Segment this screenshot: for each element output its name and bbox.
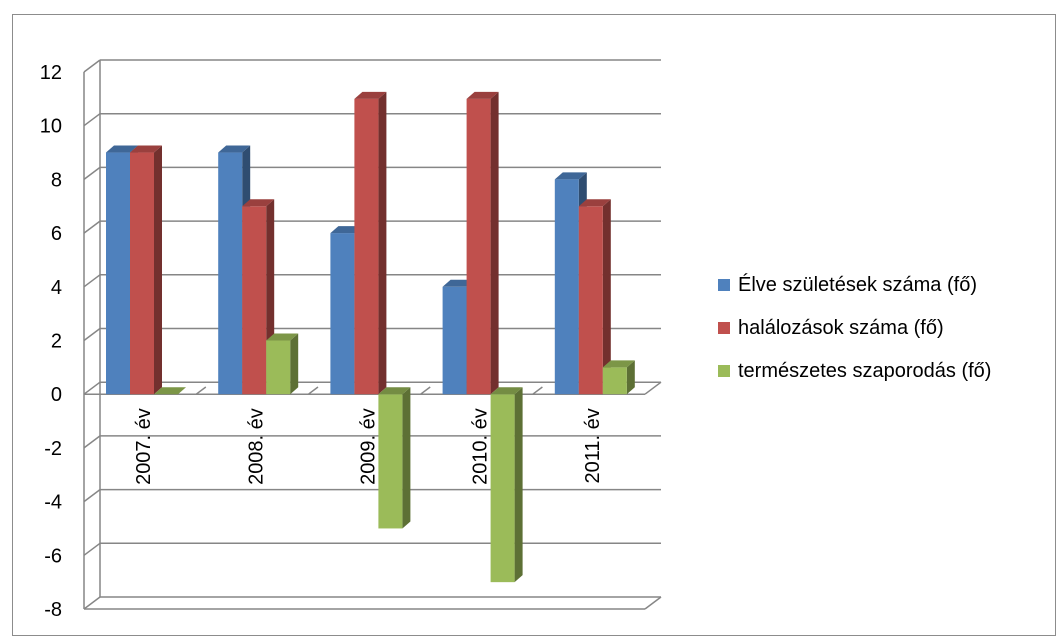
bar-side	[378, 91, 387, 395]
y-tick-label: 12	[40, 62, 62, 84]
bar	[578, 199, 611, 395]
bar	[602, 360, 635, 395]
gridline-depth	[83, 59, 101, 73]
gridline-depth	[83, 381, 101, 395]
legend-entry: halálozások száma (fő)	[718, 317, 944, 339]
x-tick-label: 2010. év	[470, 408, 492, 485]
bar-side	[154, 145, 162, 395]
gridline-depth	[83, 596, 101, 610]
gridline-depth	[83, 113, 101, 127]
bars	[106, 91, 635, 583]
bar-top	[106, 145, 138, 153]
bar-front	[330, 233, 355, 395]
legend-entry: Élve születések száma (fő)	[718, 273, 977, 296]
bar-top	[378, 387, 411, 395]
bar-top	[554, 172, 587, 180]
y-tick-label: 2	[51, 331, 62, 353]
category-separator	[420, 386, 431, 395]
y-tick-label: -6	[44, 545, 62, 567]
y-tick-label: -8	[44, 599, 62, 621]
bar-front	[378, 394, 403, 529]
y-tick-label: 0	[51, 384, 62, 406]
x-tick-label: 2008. év	[245, 408, 267, 485]
y-tick-label: 4	[51, 277, 62, 299]
bar-top	[466, 91, 499, 99]
category-separator	[195, 386, 207, 395]
chart-frame	[12, 14, 1056, 636]
bar-side	[626, 360, 635, 395]
y-tick-label: 6	[51, 223, 62, 245]
y-tick-label: 10	[40, 116, 62, 138]
legend-label: halálozások száma (fő)	[738, 317, 944, 339]
bar	[130, 145, 162, 395]
bar-front	[218, 152, 243, 395]
bar	[378, 387, 411, 529]
bar-side	[602, 199, 611, 395]
x-tick-label: 2007. év	[133, 408, 155, 485]
bar-front	[466, 98, 491, 395]
bar-side	[290, 333, 299, 395]
legend: Élve születések száma (fő) halálozások sz…	[718, 273, 991, 382]
legend-label: természetes szaporodás (fő)	[738, 360, 991, 382]
category-separator	[307, 386, 319, 395]
gridline-depth	[83, 327, 101, 342]
bar	[266, 333, 299, 395]
bar-front	[442, 286, 467, 395]
legend-entry: természetes szaporodás (fő)	[718, 360, 991, 382]
gridline-depth	[83, 274, 101, 288]
bar-top	[578, 199, 611, 207]
x-axis-depth-edge	[644, 381, 662, 395]
bar-front	[354, 98, 379, 395]
x-axis-category-labels: 2007. év 2008. év 2009. év 2010. év 2011. év	[133, 408, 604, 485]
bar-top	[602, 360, 635, 368]
bar-top	[490, 387, 523, 395]
gridline-depth	[83, 489, 101, 503]
bar-front	[578, 206, 603, 395]
y-tick-label: 8	[51, 169, 62, 191]
legend-swatch	[718, 365, 730, 377]
bar-front	[602, 367, 627, 395]
bar	[466, 91, 499, 395]
bar-front	[106, 152, 130, 395]
bar-top	[266, 333, 299, 341]
bar	[154, 387, 186, 395]
legend-label: Élve születések száma (fő)	[738, 273, 977, 296]
y-tick-label: -2	[44, 438, 62, 460]
bar-front	[554, 179, 579, 395]
legend-swatch	[718, 322, 730, 334]
bar-front	[130, 152, 154, 395]
bar-front	[490, 394, 515, 583]
bar-front	[242, 206, 267, 395]
x-tick-label: 2011. év	[582, 408, 604, 483]
category-separator	[532, 386, 543, 395]
bar-front	[266, 340, 291, 395]
bar	[490, 387, 523, 583]
bar-top	[218, 145, 251, 153]
bar-top	[154, 387, 186, 395]
bar-side	[514, 387, 523, 583]
gridline-depth	[83, 220, 101, 234]
x-tick-label: 2009. év	[358, 408, 380, 485]
bar	[354, 91, 387, 395]
floor-right-edge	[644, 596, 662, 610]
gridline-depth	[83, 435, 101, 449]
bar-top	[130, 145, 162, 153]
y-tick-label: -4	[44, 492, 62, 514]
gridline-depth	[83, 542, 101, 556]
bar-top	[242, 199, 275, 207]
gridline-depth	[83, 166, 101, 180]
bar-side	[402, 387, 411, 529]
bar-top	[354, 91, 387, 99]
legend-swatch	[718, 279, 730, 291]
bar-side	[490, 91, 499, 395]
